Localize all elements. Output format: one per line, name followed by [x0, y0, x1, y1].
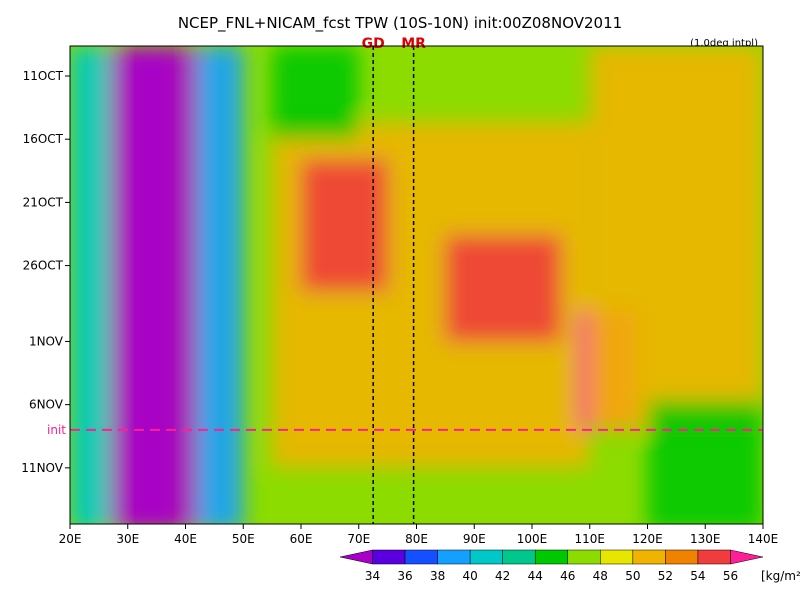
y-tick-label: 1NOV — [29, 334, 64, 348]
tpw-region-3 — [197, 46, 244, 524]
colorbar: 34 36 38 40 42 44 46 48 50 52 54 56 [kg/m²] — [339, 549, 800, 583]
colorbar-label: 42 — [495, 569, 510, 583]
x-tick-label: 80E — [405, 532, 428, 546]
x-tick-label: 50E — [232, 532, 255, 546]
chart-title: NCEP_FNL+NICAM_fcst TPW (10S-10N) init:0… — [178, 14, 622, 33]
colorbar-label: 40 — [463, 569, 478, 583]
colorbar-swatch — [469, 549, 503, 565]
x-tick-label: 60E — [290, 532, 313, 546]
y-tick-label: 26OCT — [23, 259, 64, 273]
tpw-region-9 — [272, 46, 359, 140]
colorbar-label: 46 — [560, 569, 575, 583]
tpw-region-1 — [127, 46, 174, 524]
colorbar-swatch — [534, 549, 569, 565]
colorbar-swatch — [730, 549, 764, 565]
colorbar-swatch — [502, 549, 536, 565]
location-markers: GD MR — [362, 36, 426, 524]
plot-area — [70, 46, 763, 524]
x-tick-label: 140E — [748, 532, 779, 546]
x-tick-label: 30E — [116, 532, 139, 546]
x-tick-label: 110E — [575, 532, 606, 546]
y-tick-label: 11NOV — [21, 461, 63, 475]
colorbar-label: 50 — [625, 569, 640, 583]
colorbar-label: 48 — [593, 569, 608, 583]
tpw-region-8 — [589, 46, 763, 430]
chart-subtitle: (1.0deg intpl) — [690, 38, 758, 49]
y-tick-label: 16OCT — [23, 132, 64, 146]
x-tick-label: 90E — [463, 532, 486, 546]
x-tick-label: 70E — [347, 532, 370, 546]
tpw-region-2 — [70, 46, 111, 524]
tpw-field — [70, 46, 763, 524]
colorbar-label: 52 — [658, 569, 673, 583]
init-label: init — [47, 423, 66, 437]
colorbar-label: 56 — [723, 569, 738, 583]
colorbar-label: 38 — [430, 569, 445, 583]
colorbar-swatch — [632, 549, 666, 565]
marker-label-gd: GD — [362, 36, 385, 52]
colorbar-label: 34 — [365, 569, 380, 583]
colorbar-label: 44 — [528, 569, 543, 583]
colorbar-swatch — [567, 549, 601, 565]
colorbar-label: 54 — [690, 569, 705, 583]
colorbar-swatch — [697, 549, 731, 565]
x-tick-label: 100E — [517, 532, 548, 546]
tpw-region-10 — [647, 399, 763, 524]
x-tick-label: 130E — [690, 532, 721, 546]
colorbar-swatch — [404, 549, 438, 565]
x-tick-label: 120E — [632, 532, 663, 546]
tpw-region-5 — [301, 159, 388, 291]
colorbar-swatch — [372, 549, 406, 565]
colorbar-unit: [kg/m²] — [761, 569, 800, 583]
x-axis: 20E 30E 40E 50E 60E 70E 80E 90E 100E 110E 120E 130E… — [59, 524, 779, 546]
y-tick-label: 11OCT — [23, 69, 64, 83]
y-tick-label: 21OCT — [23, 195, 64, 209]
y-tick-label: 6NOV — [29, 398, 64, 412]
marker-label-mr: MR — [401, 36, 426, 52]
init-line: init — [47, 423, 763, 437]
x-tick-label: 20E — [59, 532, 82, 546]
colorbar-label: 36 — [397, 569, 412, 583]
x-tick-label: 40E — [174, 532, 197, 546]
colorbar-swatch — [600, 549, 634, 565]
colorbar-swatch — [665, 549, 699, 565]
y-axis: 11OCT 16OCT 21OCT 26OCT 1NOV 6NOV 11NOV — [21, 69, 70, 475]
colorbar-swatch — [437, 549, 471, 565]
colorbar-swatch — [339, 549, 373, 565]
tpw-region-6 — [445, 235, 561, 342]
